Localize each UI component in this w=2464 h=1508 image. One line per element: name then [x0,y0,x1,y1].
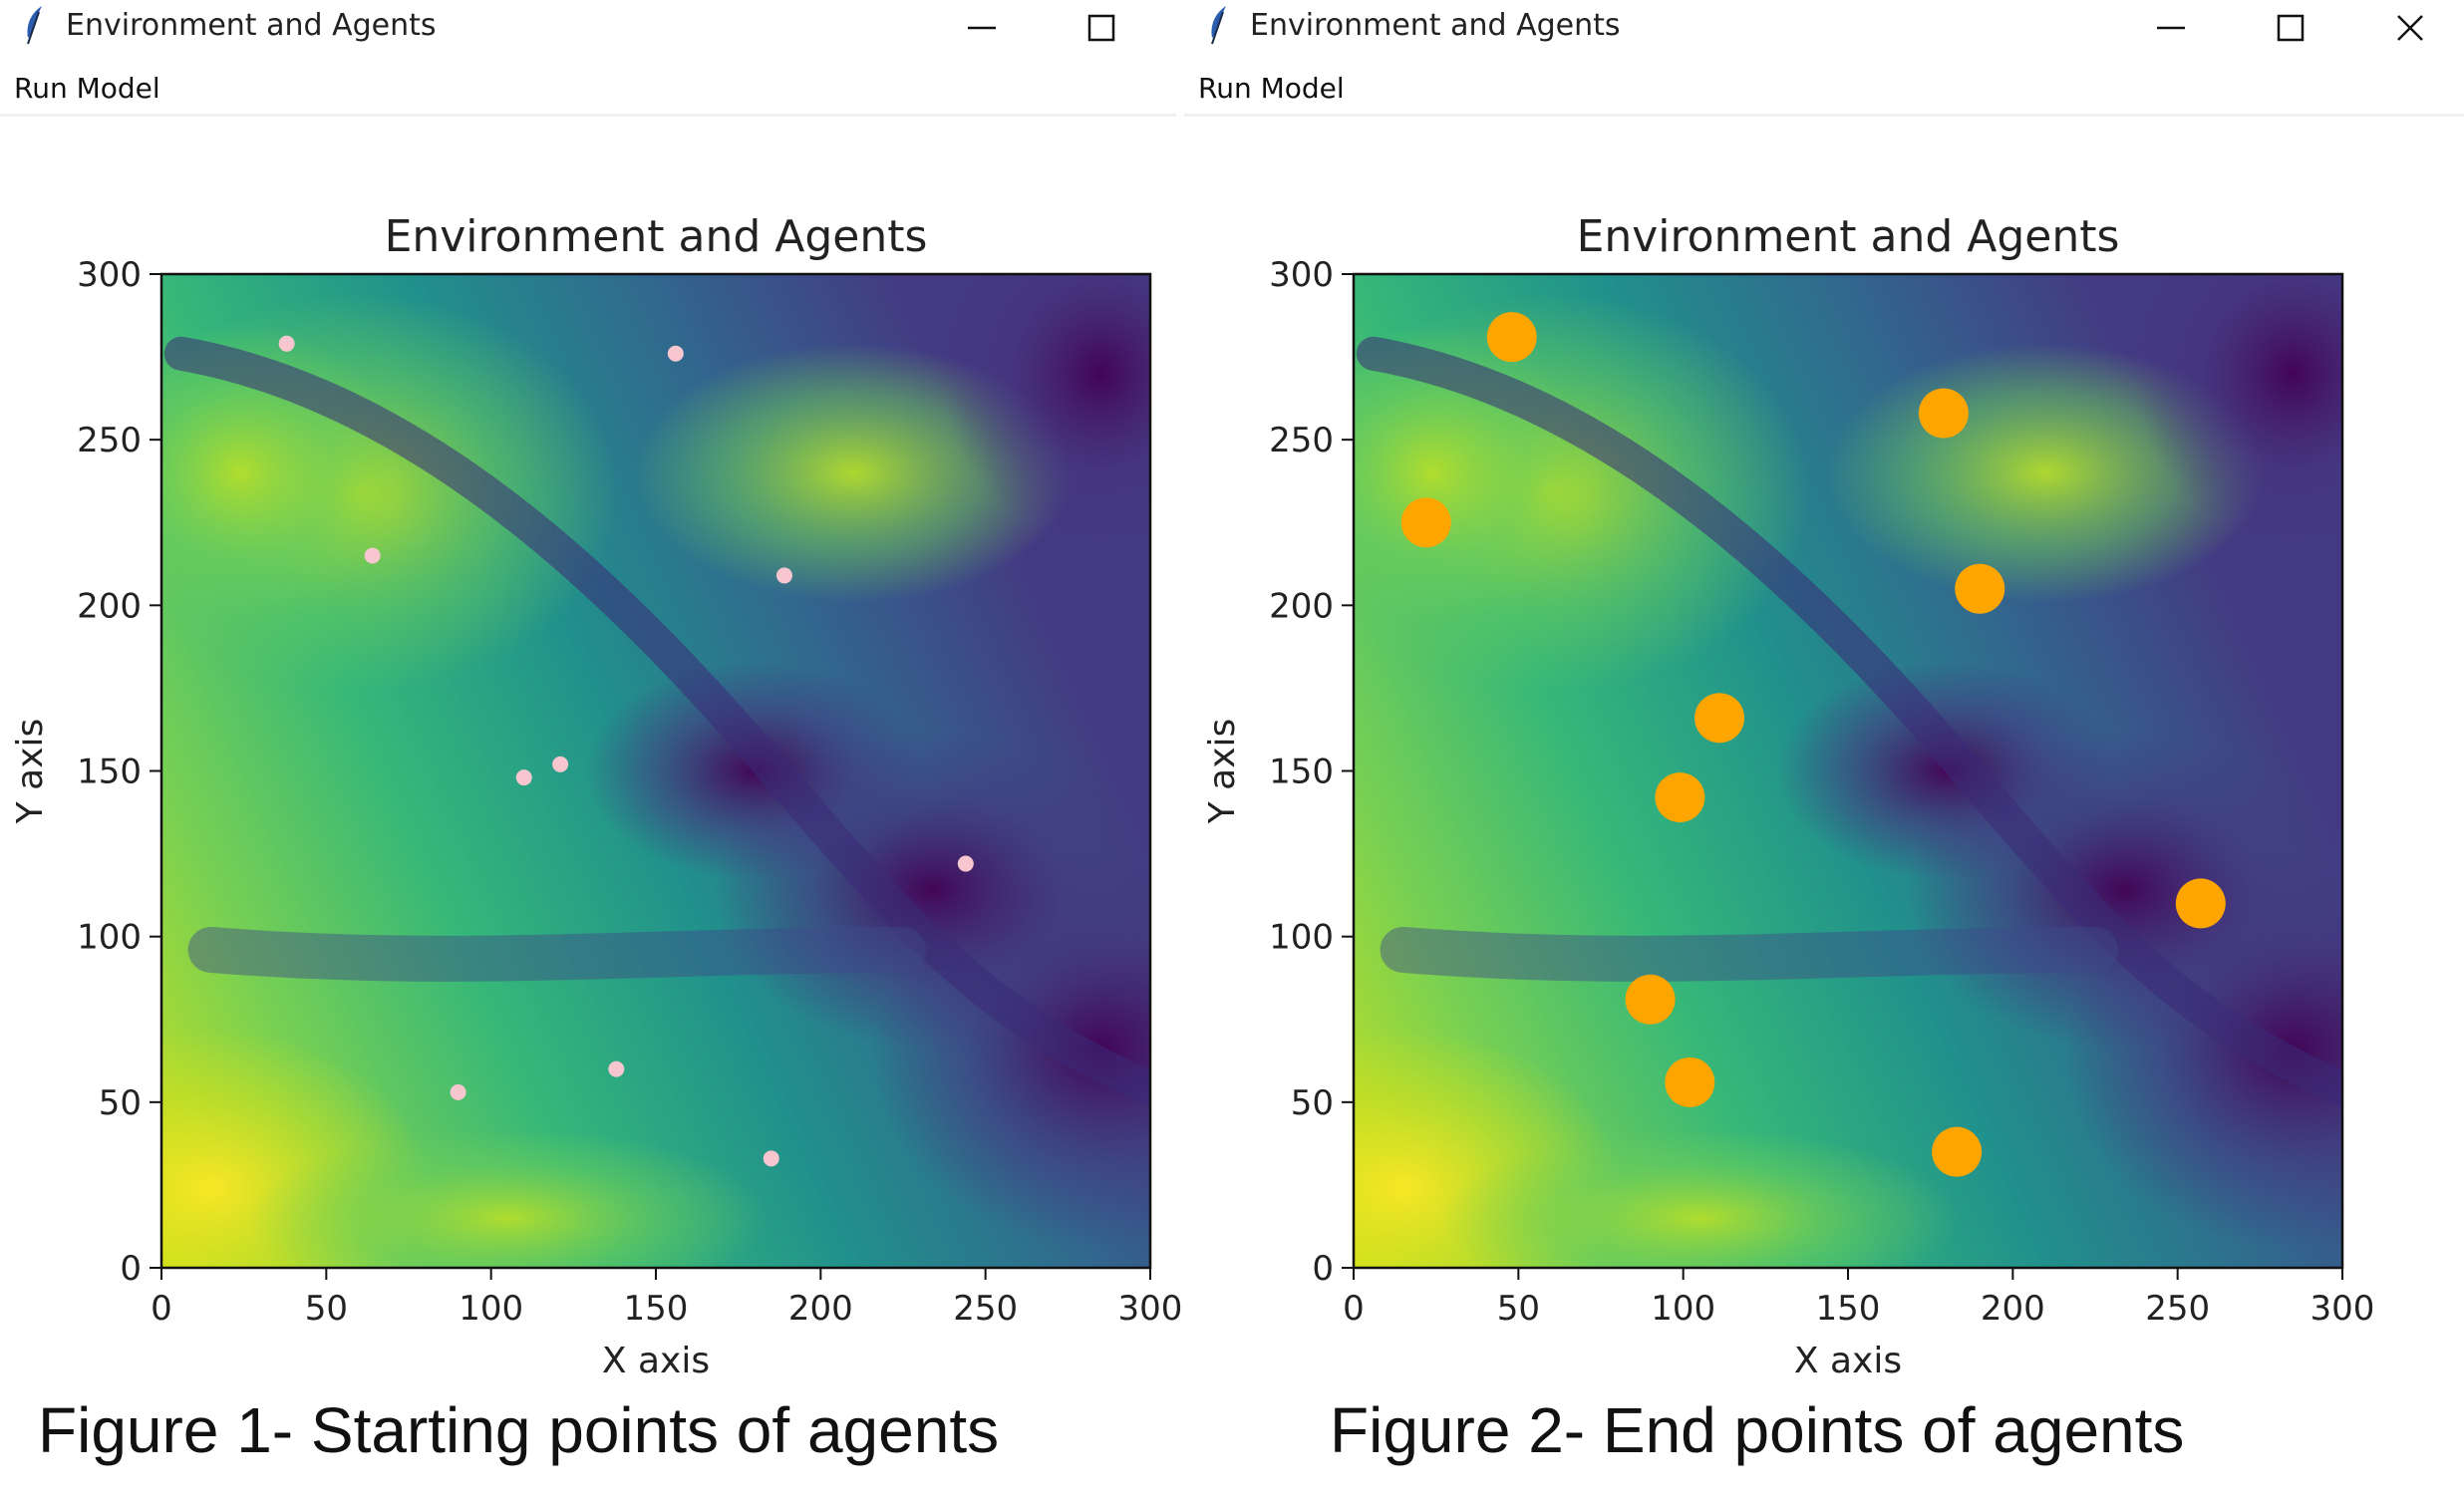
x-tick-label: 50 [305,1289,348,1329]
x-tick-label: 200 [788,1289,853,1329]
agent-point [667,345,684,362]
menu-bar: Run Model [1184,62,2464,117]
figure-caption: Figure 1- Starting points of agents [38,1394,1000,1466]
agent-point [1665,1056,1715,1107]
y-tick-label: 100 [77,918,142,958]
y-tick-label: 0 [120,1249,142,1289]
maximize-icon[interactable] [1081,8,1121,48]
agent-point [1625,974,1676,1025]
y-tick-label: 150 [1269,753,1334,792]
x-tick-label: 0 [151,1289,172,1329]
elevation-raster [1354,274,2342,1268]
x-axis-label: X axis [1794,1341,1902,1381]
y-tick-label: 300 [77,255,142,295]
x-tick-label: 250 [953,1289,1018,1329]
x-tick-label: 200 [1981,1289,2045,1329]
chart-title: Environment and Agents [385,211,928,262]
title-bar: Environment and Agents [1184,0,2464,54]
minimize-icon[interactable] [962,8,1002,48]
agent-point [364,547,381,564]
figure-caption: Figure 2- End points of agents [1330,1394,2185,1466]
x-axis-label: X axis [602,1341,710,1381]
agent-point [278,335,295,352]
agent-point [775,567,792,584]
y-tick-label: 150 [77,753,142,792]
agent-point [1400,497,1451,548]
x-tick-label: 100 [1651,1289,1715,1329]
agent-point [1694,693,1745,744]
scatter-chart-start: Environment and Agents 0 50 100 150 200 250 300… [10,211,1183,1381]
y-tick-label: 50 [1291,1083,1334,1123]
scatter-chart-end: Environment and Agents 0 50 100 150 200 250 300… [1202,211,2375,1381]
x-tick-label: 250 [2145,1289,2210,1329]
window-title: Environment and Agents [1250,8,1621,43]
x-tick-label: 300 [2310,1289,2375,1329]
y-axis-label: Y axis [10,719,51,825]
menu-bar: Run Model [0,62,1176,117]
agent-point [1918,388,1969,439]
agent-point [1932,1126,1983,1177]
y-tick-label: 50 [99,1083,142,1123]
elevation-raster [161,274,1150,1268]
agent-point [1655,772,1705,823]
agent-point [957,855,974,872]
x-tick-label: 300 [1118,1289,1183,1329]
agent-point [1486,312,1537,363]
agent-point [450,1083,466,1100]
agent-point [552,755,569,772]
menu-run-model[interactable]: Run Model [1198,72,1345,105]
agent-point [763,1150,779,1167]
x-tick-label: 100 [459,1289,523,1329]
x-tick-label: 0 [1343,1289,1365,1329]
close-icon[interactable] [2390,8,2430,48]
y-tick-label: 200 [77,586,142,626]
chart-title: Environment and Agents [1577,211,2120,262]
agent-point [2175,878,2226,929]
y-tick-label: 200 [1269,586,1334,626]
x-tick-label: 150 [1816,1289,1881,1329]
y-tick-label: 0 [1312,1249,1334,1289]
feather-icon [27,6,42,45]
agent-point [608,1060,625,1077]
y-tick-label: 250 [77,421,142,460]
x-tick-label: 50 [1497,1289,1540,1329]
y-axis-label: Y axis [1202,719,1243,825]
agent-point [1955,563,2005,614]
y-tick-label: 250 [1269,421,1334,460]
feather-icon [1211,6,1226,45]
agent-point [515,769,532,786]
x-tick-label: 150 [624,1289,689,1329]
window-title: Environment and Agents [66,8,437,43]
menu-run-model[interactable]: Run Model [14,72,160,105]
y-tick-label: 300 [1269,255,1334,295]
title-bar: Environment and Agents [0,0,1176,54]
y-tick-label: 100 [1269,918,1334,958]
maximize-icon[interactable] [2271,8,2310,48]
minimize-icon[interactable] [2151,8,2191,48]
